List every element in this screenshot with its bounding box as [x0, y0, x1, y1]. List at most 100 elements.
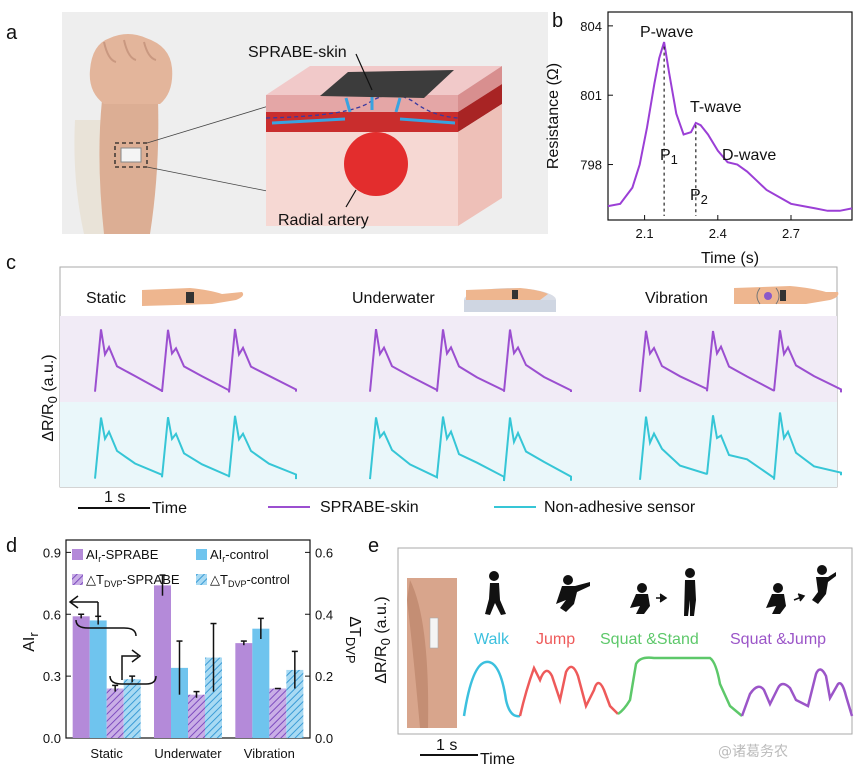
panel-e-ylabel: ΔR/R0 (a.u.) [373, 596, 393, 683]
control-trace-underwater [369, 416, 572, 482]
condition-label-static: Static [86, 290, 126, 307]
bar-AIr-SPRABE-Underwater [154, 585, 171, 738]
sprabe-skin-label: SPRABE-skin [248, 44, 347, 61]
legend-dt-sprabe-swatch [72, 574, 83, 585]
motion-trace-jump [518, 664, 619, 717]
panel-label-b: b [552, 10, 564, 32]
panel-d-category-label: Vibration [244, 746, 295, 761]
motion-trace-squat-jump [740, 668, 854, 717]
panel-d-left-tick-label: 0.3 [43, 669, 61, 684]
panel-b-ytick-label: 798 [580, 158, 602, 173]
bar-ΔTDVP-SPRABE-Static [106, 688, 124, 738]
static-hand-icon [142, 288, 244, 306]
panel-e-time-label: Time [480, 751, 515, 768]
segment-label-jump: Jump [536, 631, 575, 648]
panel-d-left-tick-label: 0.0 [43, 731, 61, 746]
sprabe-trace-static [94, 328, 297, 393]
sprabe-trace-vibration [639, 330, 842, 393]
p-wave-label: P-wave [640, 24, 693, 41]
underwater-hand-icon [464, 288, 556, 312]
watermark-text: @诸葛务农 [718, 744, 788, 760]
panel-b-xtick-label: 2.1 [636, 226, 654, 241]
p2-label: P2 [690, 187, 708, 207]
panel-d-frame [65, 539, 311, 739]
panel-label-a: a [6, 22, 18, 44]
bar-AIr-control-Vibration [252, 628, 270, 738]
jump-figure-icon [556, 575, 590, 612]
legend-control-label: Non-adhesive sensor [544, 499, 696, 516]
panel-c-scale-label: 1 s [104, 489, 125, 506]
sprabe-band [60, 316, 837, 402]
panel-b-frame [607, 11, 853, 221]
sprabe-trace-underwater [369, 328, 572, 392]
panel-b-ytick-label: 801 [580, 88, 602, 103]
control-trace-static [94, 415, 297, 480]
legend-sprabe-label: SPRABE-skin [320, 499, 419, 516]
bar-ΔTDVP-control-Underwater [205, 657, 222, 738]
panel-d-right-tick-label: 0.6 [315, 545, 333, 560]
bar-AIr-SPRABE-Static [72, 616, 90, 738]
panel-b-xtick-label: 2.4 [709, 226, 727, 241]
panel-a-background [62, 12, 548, 234]
panel-d-right-tick-label: 0.2 [315, 669, 333, 684]
panel-d-left-tick-label: 0.9 [43, 545, 61, 560]
legend-dt-control-swatch [196, 574, 207, 585]
t-wave-label: T-wave [690, 99, 742, 116]
resistance-series-line [607, 41, 853, 212]
panel-d-left-tick-label: 0.6 [43, 607, 61, 622]
squat-stand-figure-icon [630, 568, 696, 616]
bar-ΔTDVP-SPRABE-Underwater [188, 694, 205, 738]
panel-e-frame [397, 547, 853, 735]
squat-jump-figure-icon [766, 565, 836, 614]
legend-air-sprabe-swatch [72, 549, 83, 560]
left-axis-indicator-arrow [68, 595, 137, 637]
bar-ΔTDVP-control-Vibration [286, 669, 304, 738]
control-trace-vibration [639, 412, 842, 480]
panel-d-category-label: Underwater [154, 746, 222, 761]
legend-dt-sprabe: △TDVP-SPRABE [86, 572, 180, 589]
bar-AIr-control-Underwater [171, 667, 188, 738]
panel-label-d: d [6, 535, 18, 557]
panel-d-right-tick-label: 0.4 [315, 607, 333, 622]
legend-air-sprabe: AIr-SPRABE [86, 547, 159, 564]
right-axis-indicator-arrow [109, 649, 157, 685]
segment-label-squat-jump: Squat &Jump [730, 631, 826, 648]
radial-artery-circle [344, 132, 408, 196]
leg-photo [407, 578, 457, 728]
panel-label-e: e [368, 535, 380, 557]
panel-b-ytick-label: 804 [580, 19, 602, 34]
sprabe-skin-patch [320, 70, 454, 98]
panel-label-c: c [6, 252, 16, 274]
panel-c-time-label: Time [152, 500, 187, 517]
panel-d-right-ylabel: ΔTDVP [343, 616, 363, 663]
condition-label-underwater: Underwater [352, 290, 435, 307]
walk-figure-icon [485, 571, 506, 615]
bar-ΔTDVP-SPRABE-Vibration [269, 688, 287, 738]
vibration-hand-icon [734, 286, 839, 305]
skin-cross-section [265, 53, 502, 226]
panel-c-ylabel: ΔR/R0 (a.u.) [40, 354, 60, 441]
wrist-illustration [74, 34, 273, 234]
panel-d-left-ylabel: AIr [21, 632, 41, 652]
radial-artery-label: Radial artery [278, 212, 369, 229]
panel-d-right-tick-label: 0.0 [315, 731, 333, 746]
panel-e-scale-label: 1 s [436, 737, 457, 754]
motion-trace-squat-stand [617, 656, 743, 717]
p1-label: P1 [660, 147, 678, 167]
legend-air-control: AIr-control [210, 547, 269, 564]
panel-b-ylabel: Resistance (Ω) [545, 63, 562, 169]
d-wave-label: D-wave [722, 147, 776, 164]
motion-trace-walk [462, 660, 521, 718]
bar-AIr-SPRABE-Vibration [235, 643, 253, 738]
control-band [60, 402, 837, 487]
panel-d-category-label: Static [90, 746, 123, 761]
segment-label-squat-stand: Squat &Stand [600, 631, 699, 648]
panel-b-xlabel: Time (s) [701, 250, 759, 267]
legend-air-control-swatch [196, 549, 207, 560]
condition-label-vibration: Vibration [645, 290, 708, 307]
